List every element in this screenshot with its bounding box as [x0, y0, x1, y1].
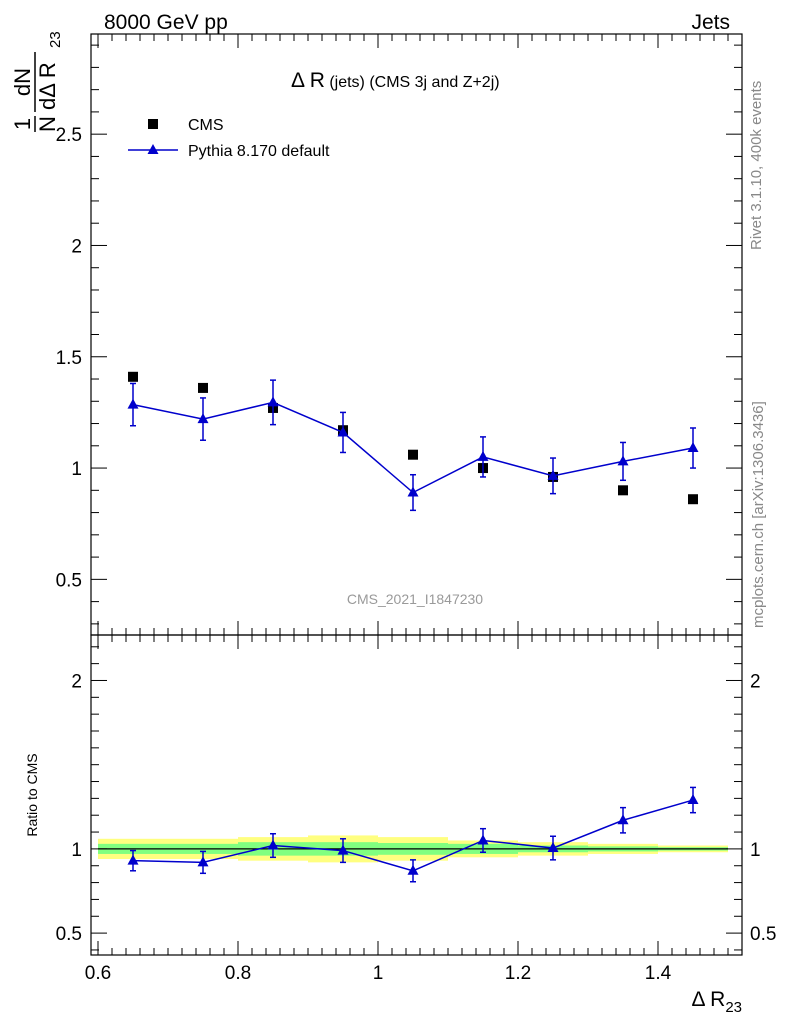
x-tick-label: 1 — [373, 963, 384, 984]
analysis-watermark: CMS_2021_I1847230 — [347, 591, 483, 607]
mcplots-label: mcplots.cern.ch [arXiv:1306.3436] — [750, 401, 767, 628]
ratio-panel-frame — [90, 634, 743, 956]
ratio-pythia-point — [407, 864, 419, 875]
ratio-y-tick-label-right: 2 — [750, 671, 761, 692]
ylabel-d-bottom: dΔ R — [35, 62, 60, 110]
ylabel-frac-bottom: N — [35, 116, 60, 132]
x-tick-label: 1.4 — [645, 963, 672, 984]
ylabel-sub: 23 — [47, 31, 64, 48]
legend-mc-label: Pythia 8.170 default — [188, 143, 330, 160]
ratio-pythia-point — [547, 842, 559, 853]
x-tick-label: 0.8 — [225, 963, 251, 984]
pythia-point — [407, 486, 419, 497]
main-y-tick-label: 2.5 — [56, 125, 82, 146]
cms-data-point — [618, 485, 628, 496]
ratio-y-tick-label-left: 0.5 — [56, 924, 82, 945]
ratio-ylabel: Ratio to CMS — [24, 753, 40, 836]
ratio-y-tick-label-right: 1 — [750, 840, 761, 861]
ratio-y-tick-label-left: 1 — [71, 840, 82, 861]
plot-title-main: (jets) (CMS 3j and Z+2j) — [325, 74, 500, 91]
plot-title: Δ R (jets) (CMS 3j and Z+2j) — [291, 69, 500, 92]
rivet-label: Rivet 3.1.10, 400k events — [748, 81, 765, 250]
ratio-pythia-point — [617, 814, 629, 825]
cms-data-point — [128, 371, 138, 382]
legend-data-label: CMS — [188, 117, 224, 134]
main-y-tick-label: 2 — [71, 236, 82, 257]
pythia-point — [477, 450, 489, 461]
header-energy: 8000 GeV pp — [104, 11, 228, 34]
ratio-pythia-point — [337, 844, 349, 855]
ratio-y-tick-label-left: 2 — [71, 671, 82, 692]
ratio-pythia-point — [687, 794, 699, 805]
ratio-pythia-point — [267, 839, 279, 850]
tick-labels-layer: 0.6 0.8 1 1.2 1.4 0.5 1 1.5 2 2.5 0.5 0.5 1 1 2 2 — [56, 125, 777, 984]
x-tick-label: 1.2 — [505, 963, 531, 984]
xlabel: Δ R23 — [691, 988, 742, 1016]
ratio-band-layer — [98, 835, 728, 863]
legend-mc-marker — [147, 144, 159, 154]
ratio-pythia-point — [197, 856, 209, 867]
ratio-y-tick-label-right: 0.5 — [750, 924, 776, 945]
main-y-tick-label: 1 — [71, 459, 82, 480]
ylabel-d-top: dN — [10, 68, 35, 96]
cms-data-point — [688, 494, 698, 505]
plot-title-symbol: Δ R — [291, 69, 325, 92]
pythia-point — [267, 396, 279, 407]
pythia-point — [127, 398, 139, 409]
pythia-point — [547, 469, 559, 480]
legend-data-marker — [148, 119, 158, 129]
series-layer — [127, 371, 699, 883]
main-y-tick-label: 1.5 — [56, 348, 82, 369]
ratio-pythia-point — [477, 834, 489, 845]
pythia-point — [337, 426, 349, 437]
xlabel-main: Δ R — [691, 988, 725, 1011]
pythia-point — [617, 455, 629, 466]
cms-data-point — [408, 449, 418, 460]
axis-ticks-layer — [90, 33, 743, 956]
main-ylabel: 1 N dN dΔ R 23 — [10, 31, 64, 132]
ratio-pythia-point — [127, 854, 139, 865]
pythia-point — [687, 442, 699, 453]
main-y-tick-label: 0.5 — [56, 570, 82, 591]
cms-data-point — [198, 382, 208, 393]
x-tick-label: 0.6 — [85, 963, 111, 984]
legend: CMS Pythia 8.170 default — [128, 117, 330, 160]
pythia-point — [197, 413, 209, 424]
header-process: Jets — [691, 11, 730, 34]
xlabel-sub: 23 — [725, 999, 742, 1016]
ylabel-frac-top: 1 — [10, 118, 35, 130]
